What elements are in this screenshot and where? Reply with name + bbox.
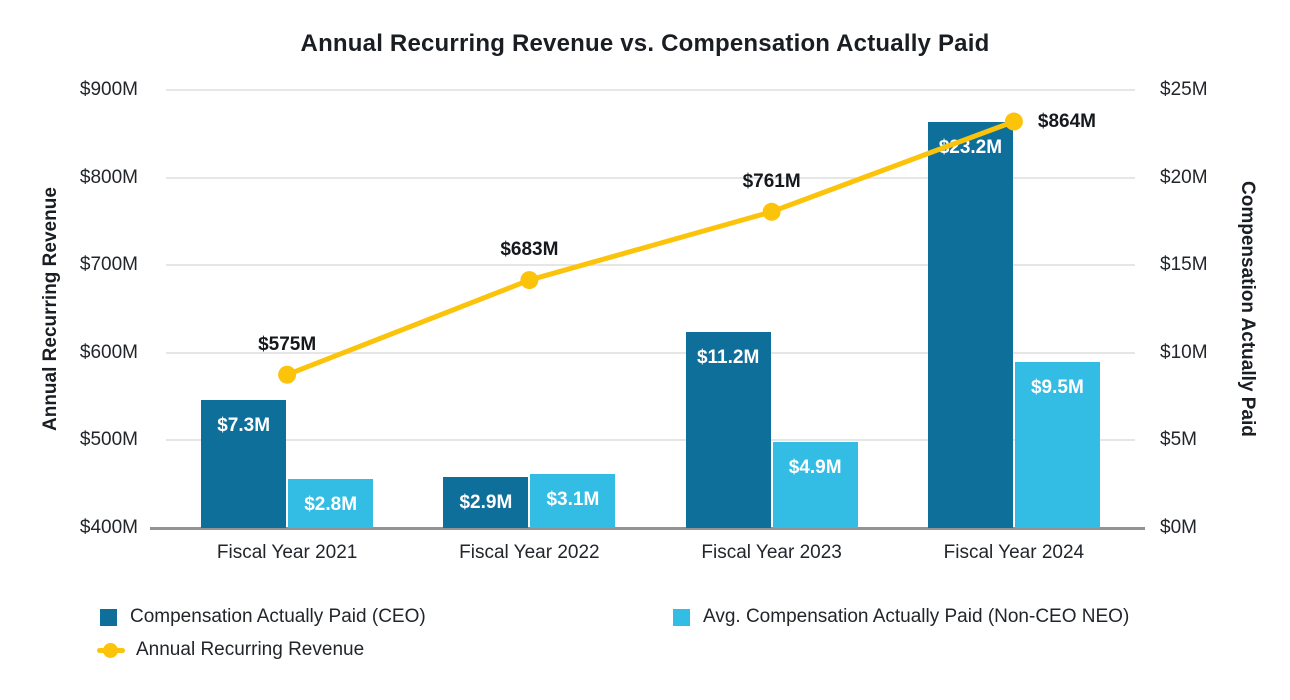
arr-line-chart bbox=[278, 112, 1023, 384]
left-axis-tick-label: $800M bbox=[79, 166, 138, 188]
legend-label-cap-neo: Avg. Compensation Actually Paid (Non-CEO… bbox=[703, 606, 1130, 627]
gridline bbox=[166, 264, 1135, 267]
bar-value-label: $7.3M bbox=[217, 415, 271, 437]
right-axis-tick-label: $25M bbox=[1160, 79, 1208, 100]
bar-neo-compensation[interactable] bbox=[288, 478, 374, 528]
arr-line-point[interactable] bbox=[762, 202, 781, 221]
arr-line-point[interactable] bbox=[278, 365, 297, 384]
bar-value-label: $11.2M bbox=[696, 346, 760, 368]
arr-point-label: $761M bbox=[742, 170, 801, 192]
gridline bbox=[166, 351, 1135, 354]
right-axis-tick-label: $10M bbox=[1160, 341, 1208, 363]
legend-swatch-ceo bbox=[100, 608, 117, 626]
arr-point-label: $683M bbox=[500, 239, 559, 261]
gridline bbox=[166, 89, 1135, 91]
left-axis-tick-label: $600M bbox=[79, 341, 138, 363]
gridline bbox=[166, 439, 1135, 442]
legend-line-dot-icon bbox=[103, 642, 118, 658]
right-axis-tick-label: $5M bbox=[1160, 429, 1197, 451]
legend-line-marker-icon bbox=[97, 642, 125, 658]
arr-point-label: $575M bbox=[258, 333, 317, 355]
bar-value-label: $3.1M bbox=[546, 488, 600, 510]
bar-ceo-compensation[interactable] bbox=[201, 400, 287, 528]
x-axis-category-label: Fiscal Year 2022 bbox=[459, 542, 600, 563]
gridline bbox=[166, 176, 1135, 179]
bar-neo-compensation[interactable] bbox=[1014, 361, 1100, 528]
x-axis-category-label: Fiscal Year 2023 bbox=[701, 542, 842, 563]
bar-value-label: $4.9M bbox=[788, 457, 842, 479]
x-axis-line bbox=[150, 527, 1145, 530]
legend-item-arr[interactable]: Annual Recurring Revenue bbox=[97, 639, 364, 661]
bar-ceo-compensation[interactable] bbox=[443, 477, 529, 528]
legend-item-cap-ceo[interactable]: Compensation Actually Paid (CEO) bbox=[100, 606, 426, 628]
arr-line-point[interactable] bbox=[1004, 112, 1023, 131]
arr-line bbox=[284, 119, 1017, 378]
legend-label-arr: Annual Recurring Revenue bbox=[136, 639, 365, 660]
legend-swatch-neo bbox=[673, 608, 690, 626]
x-axis-category-label: Fiscal Year 2021 bbox=[216, 542, 358, 563]
right-axis-title: Compensation Actually Paid bbox=[1237, 181, 1258, 437]
chart-title: Annual Recurring Revenue vs. Compensatio… bbox=[300, 30, 990, 57]
right-axis-tick-label: $0M bbox=[1160, 517, 1197, 538]
legend-label-cap-ceo: Compensation Actually Paid (CEO) bbox=[130, 606, 426, 627]
arr-line-point[interactable] bbox=[520, 271, 539, 290]
bar-ceo-compensation[interactable] bbox=[685, 331, 771, 528]
legend-item-cap-neo[interactable]: Avg. Compensation Actually Paid (Non-CEO… bbox=[673, 606, 1129, 628]
bar-neo-compensation[interactable] bbox=[530, 473, 616, 528]
right-axis-tick-label: $15M bbox=[1160, 254, 1208, 276]
left-axis-tick-label: $400M bbox=[79, 517, 138, 538]
bar-value-label: $9.5M bbox=[1030, 376, 1084, 398]
plot-area: $7.3M $2.9M $11.2M $23.2M $2.8M $3.1M $4.9M $9.… bbox=[150, 89, 1145, 530]
bar-value-label: $2.8M bbox=[304, 493, 358, 515]
left-axis-tick-label: $700M bbox=[79, 254, 138, 276]
bar-ceo-compensation[interactable] bbox=[927, 121, 1013, 528]
left-axis-tick-label: $900M bbox=[79, 79, 138, 100]
arr-point-label: $864M bbox=[1037, 110, 1096, 132]
left-axis-title: Annual Recurring Revenue bbox=[40, 187, 61, 431]
left-axis-tick-label: $500M bbox=[79, 429, 138, 451]
right-axis-tick-label: $20M bbox=[1160, 166, 1208, 188]
x-axis-category-label: Fiscal Year 2024 bbox=[943, 542, 1085, 563]
bar-neo-compensation[interactable] bbox=[772, 442, 858, 528]
bar-value-label: $2.9M bbox=[459, 492, 513, 514]
